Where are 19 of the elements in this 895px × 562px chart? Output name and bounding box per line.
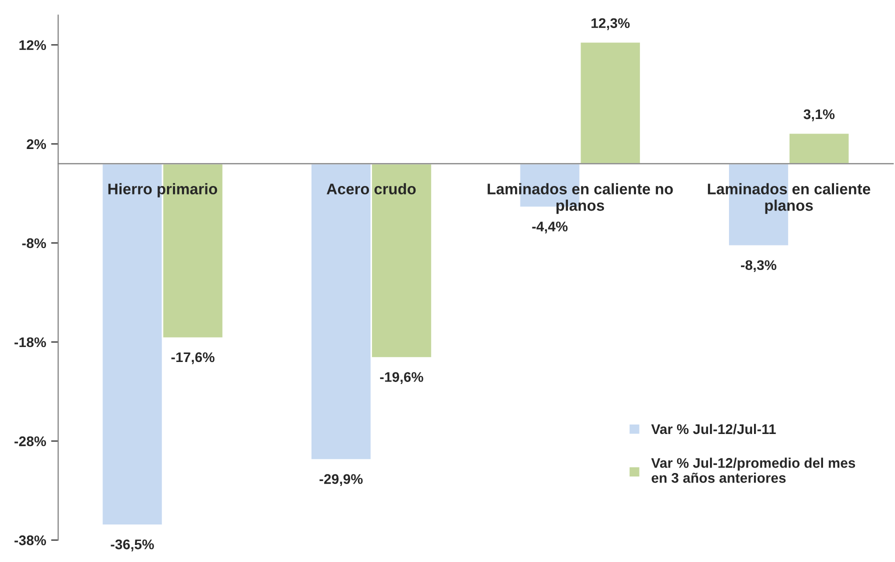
data-label: -29,9% (320, 474, 363, 486)
data-label: 3,1% (804, 109, 835, 122)
y-tick-label: -38% (14, 535, 46, 546)
x-tick-label: Laminados en caliente planos (708, 183, 870, 214)
x-tick-label: Laminados en caliente no planos (488, 183, 673, 214)
legend-label: Var % Jul-12/promedio del mes en 3 años anteriores (651, 458, 856, 483)
y-tick-label: 2% (26, 139, 46, 150)
data-label: 12,3% (592, 18, 630, 30)
y-tick-label: 12% (19, 40, 46, 50)
data-label: -17,6% (171, 352, 214, 364)
data-label: -8,3% (740, 260, 776, 272)
data-label: -19,6% (380, 372, 424, 384)
legend-label: Var % Jul-12/Jul-11 (651, 424, 776, 434)
y-tick-label: -8% (22, 238, 46, 248)
y-tick-label: -28% (14, 436, 46, 446)
data-label: -4,4% (532, 222, 568, 234)
y-tick-label: -18% (14, 337, 46, 348)
data-label: -36,5% (110, 539, 154, 552)
x-tick-label: Acero crudo (326, 183, 416, 194)
